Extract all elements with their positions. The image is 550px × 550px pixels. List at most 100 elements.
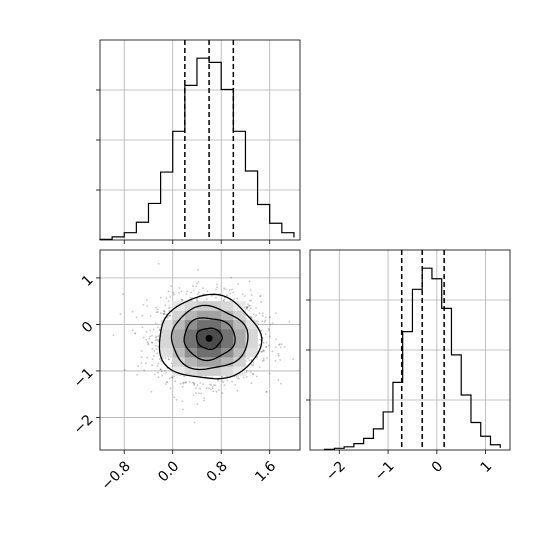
scatter-point — [169, 314, 171, 317]
scatter-point — [264, 333, 267, 335]
scatter-point — [233, 298, 236, 300]
density-cell — [233, 319, 246, 330]
scatter-point — [255, 314, 258, 317]
density-cell — [221, 301, 234, 311]
scatter-point — [145, 362, 147, 365]
scatter-point — [268, 335, 271, 338]
scatter-point — [210, 384, 212, 386]
scatter-point — [171, 377, 174, 379]
scatter-point — [162, 312, 165, 315]
scatter-point — [142, 336, 145, 339]
scatter-point — [168, 315, 170, 317]
density-cell — [184, 301, 198, 311]
scatter-point — [151, 358, 154, 360]
scatter-point — [166, 316, 169, 319]
scatter-point — [154, 322, 157, 325]
density-cell — [160, 338, 173, 348]
scatter-point — [277, 379, 280, 381]
scatter-point — [155, 344, 157, 347]
scatter-point — [275, 338, 277, 340]
density-cell — [245, 338, 258, 348]
scatter-point — [156, 308, 159, 311]
density-cell — [184, 338, 198, 348]
scatter-point — [174, 380, 177, 383]
density-cell — [209, 310, 222, 321]
scatter-point — [247, 357, 250, 360]
scatter-point — [167, 290, 170, 293]
scatter-point — [237, 283, 240, 285]
density-cell — [221, 319, 234, 330]
scatter-point — [215, 296, 217, 299]
scatter-point — [145, 330, 148, 333]
scatter-point — [261, 360, 264, 362]
scatter-point — [223, 384, 226, 387]
scatter-point — [196, 403, 199, 405]
scatter-point — [265, 346, 268, 349]
density-cell — [160, 347, 173, 358]
scatter-point — [196, 299, 199, 302]
scatter-point — [173, 396, 176, 399]
density-cell — [221, 338, 234, 348]
scatter-point — [185, 381, 187, 384]
scatter-point — [258, 312, 261, 314]
scatter-point — [146, 305, 149, 307]
scatter-point — [271, 350, 274, 352]
scatter-point — [261, 315, 264, 317]
scatter-point — [274, 346, 277, 348]
scatter-point — [248, 280, 251, 283]
scatter-point — [181, 400, 184, 403]
contour-line-0 — [195, 327, 223, 350]
scatter-point — [181, 299, 184, 302]
scatter-point — [283, 346, 286, 348]
scatter-point — [217, 379, 220, 382]
density-cell — [172, 357, 186, 367]
scatter-point — [263, 321, 266, 323]
scatter-point — [255, 375, 258, 378]
scatter-point — [265, 345, 268, 348]
scatter-point — [165, 297, 168, 300]
scatter-point — [277, 352, 280, 355]
density-cell — [209, 338, 222, 348]
scatter-point — [245, 369, 248, 372]
scatter-point — [232, 291, 235, 294]
scatter-point — [148, 337, 151, 340]
scatter-point — [141, 350, 143, 352]
scatter-point — [265, 391, 268, 393]
scatter-point — [236, 389, 239, 392]
scatter-point — [157, 262, 160, 265]
scatter-point — [193, 382, 196, 385]
scatter-point — [141, 314, 144, 317]
density-cell — [197, 347, 210, 358]
scatter-point — [158, 329, 161, 332]
scatter-point — [155, 348, 158, 351]
scatter-point — [156, 365, 159, 367]
scatter-point — [231, 288, 233, 291]
scatter-point — [211, 387, 214, 390]
density-cell — [233, 310, 246, 321]
scatter-point — [246, 307, 249, 310]
scatter-point — [175, 398, 178, 401]
scatter-point — [195, 387, 198, 389]
scatter-point — [149, 315, 152, 317]
joint-frame — [99, 249, 301, 451]
scatter-point — [252, 313, 255, 316]
scatter-point — [267, 344, 270, 347]
scatter-point — [157, 326, 159, 329]
scatter-point — [131, 310, 134, 313]
density-cell — [197, 366, 210, 376]
scatter-point — [119, 313, 122, 316]
scatter-point — [157, 345, 160, 348]
scatter-point — [167, 300, 170, 302]
density-cell — [184, 357, 198, 367]
scatter-point — [266, 357, 269, 359]
scatter-point — [195, 285, 198, 288]
scatter-point — [197, 268, 199, 271]
scatter-point — [185, 381, 187, 383]
density-cell — [197, 319, 210, 330]
density-cell — [221, 329, 234, 339]
scatter-point — [259, 338, 262, 341]
scatter-point — [196, 293, 199, 295]
scatter-point — [215, 390, 218, 393]
scatter-point — [157, 376, 160, 378]
scatter-point — [221, 376, 224, 378]
